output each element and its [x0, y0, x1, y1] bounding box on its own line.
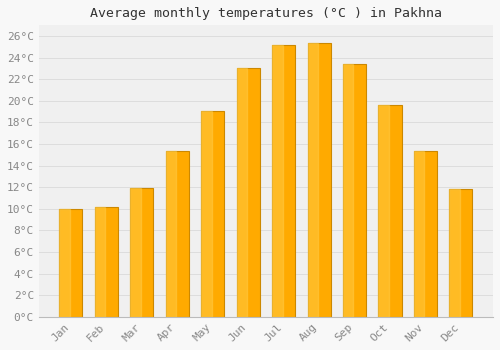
Bar	[236, 69, 247, 317]
Bar	[60, 209, 70, 317]
Bar	[166, 150, 189, 317]
Bar	[166, 150, 176, 317]
Bar	[378, 105, 402, 317]
Bar	[378, 105, 389, 317]
Bar	[272, 45, 282, 317]
Bar	[95, 206, 118, 317]
Bar	[308, 43, 318, 317]
Bar	[201, 111, 211, 317]
Bar	[343, 64, 366, 317]
Bar	[272, 45, 295, 317]
Bar	[414, 150, 424, 317]
Bar	[95, 206, 106, 317]
Bar	[308, 43, 330, 317]
Bar	[130, 188, 140, 317]
Bar	[60, 209, 82, 317]
Bar	[236, 69, 260, 317]
Bar	[343, 64, 353, 317]
Title: Average monthly temperatures (°C ) in Pakhna: Average monthly temperatures (°C ) in Pa…	[90, 7, 442, 20]
Bar	[414, 150, 437, 317]
Bar	[450, 189, 460, 317]
Bar	[130, 188, 154, 317]
Bar	[201, 111, 224, 317]
Bar	[450, 189, 472, 317]
